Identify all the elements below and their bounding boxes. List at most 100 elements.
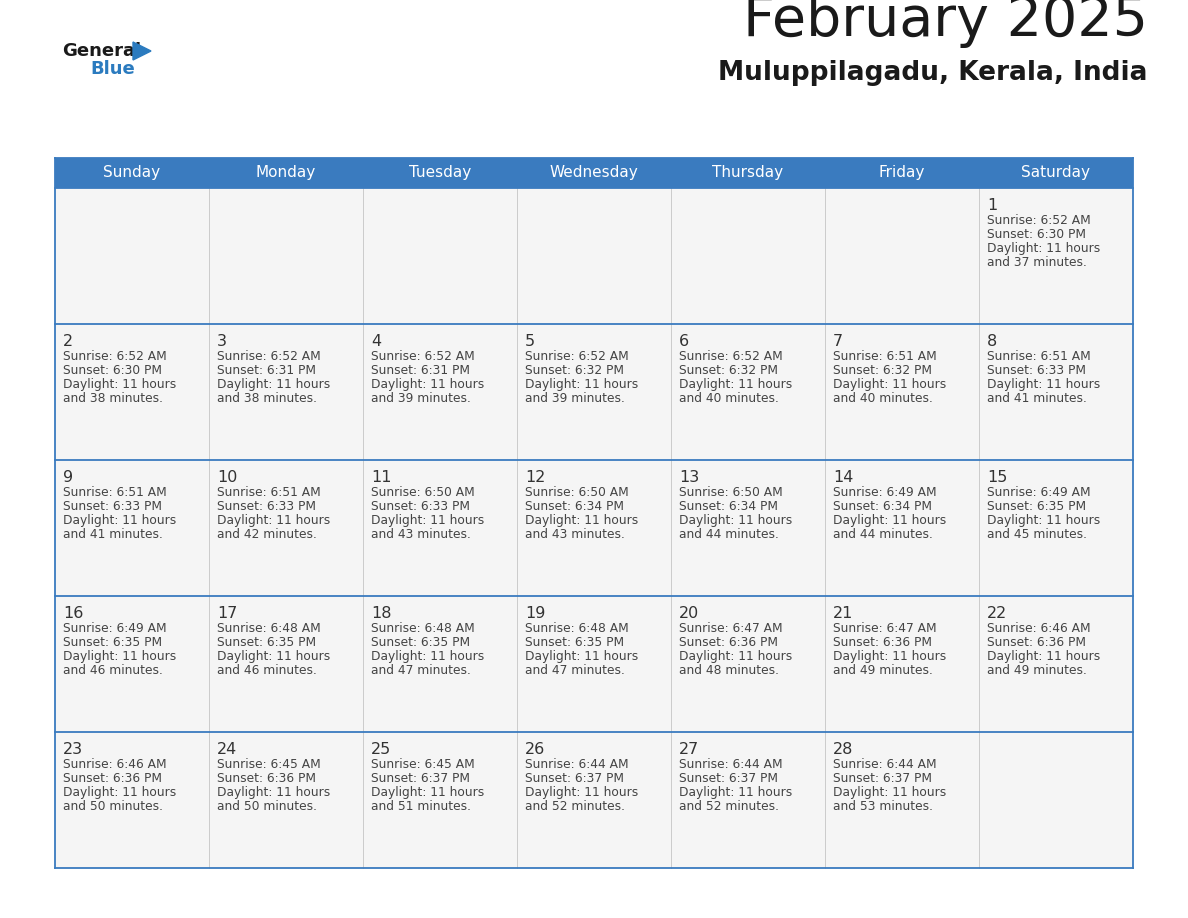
- Text: and 38 minutes.: and 38 minutes.: [63, 392, 163, 405]
- Text: and 52 minutes.: and 52 minutes.: [680, 800, 779, 813]
- Text: Daylight: 11 hours: Daylight: 11 hours: [987, 242, 1100, 255]
- Text: 23: 23: [63, 742, 83, 757]
- Text: 22: 22: [987, 606, 1007, 621]
- Text: 20: 20: [680, 606, 700, 621]
- Text: Daylight: 11 hours: Daylight: 11 hours: [680, 650, 792, 663]
- Text: Sunset: 6:36 PM: Sunset: 6:36 PM: [217, 772, 316, 785]
- Text: Sunrise: 6:50 AM: Sunrise: 6:50 AM: [680, 486, 783, 499]
- Text: Sunrise: 6:52 AM: Sunrise: 6:52 AM: [217, 350, 321, 363]
- Text: and 47 minutes.: and 47 minutes.: [525, 664, 625, 677]
- Text: 9: 9: [63, 470, 74, 485]
- Text: Sunset: 6:33 PM: Sunset: 6:33 PM: [987, 364, 1086, 377]
- Text: and 53 minutes.: and 53 minutes.: [833, 800, 933, 813]
- Text: 11: 11: [371, 470, 392, 485]
- Text: 4: 4: [371, 334, 381, 349]
- Text: Sunrise: 6:51 AM: Sunrise: 6:51 AM: [833, 350, 937, 363]
- Text: Sunset: 6:34 PM: Sunset: 6:34 PM: [525, 500, 624, 513]
- Text: Blue: Blue: [90, 60, 134, 78]
- Polygon shape: [133, 42, 151, 60]
- Text: Sunset: 6:33 PM: Sunset: 6:33 PM: [371, 500, 470, 513]
- Text: Daylight: 11 hours: Daylight: 11 hours: [371, 514, 485, 527]
- Text: Sunset: 6:35 PM: Sunset: 6:35 PM: [217, 636, 316, 649]
- Text: Monday: Monday: [255, 165, 316, 181]
- Text: Sunrise: 6:51 AM: Sunrise: 6:51 AM: [63, 486, 166, 499]
- Bar: [55, 460, 1133, 596]
- Text: and 49 minutes.: and 49 minutes.: [833, 664, 933, 677]
- Text: Sunrise: 6:47 AM: Sunrise: 6:47 AM: [680, 622, 783, 635]
- Text: General: General: [62, 42, 141, 60]
- Text: and 41 minutes.: and 41 minutes.: [987, 392, 1087, 405]
- Text: Sunset: 6:33 PM: Sunset: 6:33 PM: [63, 500, 162, 513]
- Bar: [55, 732, 1133, 868]
- Text: Daylight: 11 hours: Daylight: 11 hours: [371, 786, 485, 799]
- Text: Sunrise: 6:52 AM: Sunrise: 6:52 AM: [680, 350, 783, 363]
- Text: Sunset: 6:37 PM: Sunset: 6:37 PM: [525, 772, 624, 785]
- Text: Daylight: 11 hours: Daylight: 11 hours: [987, 650, 1100, 663]
- Text: and 51 minutes.: and 51 minutes.: [371, 800, 470, 813]
- Text: Sunset: 6:31 PM: Sunset: 6:31 PM: [217, 364, 316, 377]
- Text: 19: 19: [525, 606, 545, 621]
- Text: 15: 15: [987, 470, 1007, 485]
- Text: Daylight: 11 hours: Daylight: 11 hours: [217, 514, 330, 527]
- Text: and 50 minutes.: and 50 minutes.: [63, 800, 163, 813]
- Text: Sunrise: 6:49 AM: Sunrise: 6:49 AM: [833, 486, 936, 499]
- Text: and 46 minutes.: and 46 minutes.: [63, 664, 163, 677]
- Text: 17: 17: [217, 606, 238, 621]
- Text: 28: 28: [833, 742, 853, 757]
- Text: Sunset: 6:36 PM: Sunset: 6:36 PM: [833, 636, 933, 649]
- Text: Daylight: 11 hours: Daylight: 11 hours: [987, 378, 1100, 391]
- Text: 12: 12: [525, 470, 545, 485]
- Text: Daylight: 11 hours: Daylight: 11 hours: [833, 514, 947, 527]
- Text: Sunrise: 6:51 AM: Sunrise: 6:51 AM: [987, 350, 1091, 363]
- Text: Wednesday: Wednesday: [550, 165, 638, 181]
- Text: Daylight: 11 hours: Daylight: 11 hours: [525, 650, 638, 663]
- Text: Sunrise: 6:48 AM: Sunrise: 6:48 AM: [217, 622, 321, 635]
- Text: Sunrise: 6:48 AM: Sunrise: 6:48 AM: [525, 622, 628, 635]
- Text: and 38 minutes.: and 38 minutes.: [217, 392, 317, 405]
- Text: Sunset: 6:31 PM: Sunset: 6:31 PM: [371, 364, 470, 377]
- Text: Daylight: 11 hours: Daylight: 11 hours: [217, 786, 330, 799]
- Text: and 39 minutes.: and 39 minutes.: [525, 392, 625, 405]
- Text: Sunrise: 6:49 AM: Sunrise: 6:49 AM: [63, 622, 166, 635]
- Text: and 43 minutes.: and 43 minutes.: [525, 528, 625, 541]
- Text: Sunset: 6:35 PM: Sunset: 6:35 PM: [371, 636, 470, 649]
- Text: and 48 minutes.: and 48 minutes.: [680, 664, 779, 677]
- Text: Sunrise: 6:52 AM: Sunrise: 6:52 AM: [987, 214, 1091, 227]
- Text: Sunset: 6:35 PM: Sunset: 6:35 PM: [987, 500, 1086, 513]
- Text: Daylight: 11 hours: Daylight: 11 hours: [833, 650, 947, 663]
- Text: Daylight: 11 hours: Daylight: 11 hours: [525, 378, 638, 391]
- Text: February 2025: February 2025: [742, 0, 1148, 48]
- Text: Sunrise: 6:52 AM: Sunrise: 6:52 AM: [371, 350, 475, 363]
- Text: Sunrise: 6:44 AM: Sunrise: 6:44 AM: [833, 758, 936, 771]
- Text: and 39 minutes.: and 39 minutes.: [371, 392, 470, 405]
- Text: Friday: Friday: [879, 165, 925, 181]
- Text: 8: 8: [987, 334, 997, 349]
- Text: Daylight: 11 hours: Daylight: 11 hours: [680, 786, 792, 799]
- Text: 13: 13: [680, 470, 700, 485]
- Text: Thursday: Thursday: [713, 165, 784, 181]
- Text: and 46 minutes.: and 46 minutes.: [217, 664, 317, 677]
- Text: and 41 minutes.: and 41 minutes.: [63, 528, 163, 541]
- Text: Daylight: 11 hours: Daylight: 11 hours: [371, 378, 485, 391]
- Text: Sunset: 6:34 PM: Sunset: 6:34 PM: [680, 500, 778, 513]
- Text: 7: 7: [833, 334, 843, 349]
- Text: and 40 minutes.: and 40 minutes.: [680, 392, 779, 405]
- Text: and 44 minutes.: and 44 minutes.: [680, 528, 779, 541]
- Text: Sunset: 6:37 PM: Sunset: 6:37 PM: [680, 772, 778, 785]
- Text: 1: 1: [987, 198, 997, 213]
- Text: Daylight: 11 hours: Daylight: 11 hours: [63, 514, 176, 527]
- Text: 16: 16: [63, 606, 83, 621]
- Text: Sunset: 6:35 PM: Sunset: 6:35 PM: [63, 636, 162, 649]
- Text: Daylight: 11 hours: Daylight: 11 hours: [63, 786, 176, 799]
- Text: Daylight: 11 hours: Daylight: 11 hours: [63, 650, 176, 663]
- Text: 10: 10: [217, 470, 238, 485]
- Text: Sunrise: 6:46 AM: Sunrise: 6:46 AM: [987, 622, 1091, 635]
- Text: 18: 18: [371, 606, 392, 621]
- Text: 21: 21: [833, 606, 853, 621]
- Text: Tuesday: Tuesday: [409, 165, 472, 181]
- Text: 26: 26: [525, 742, 545, 757]
- Text: 24: 24: [217, 742, 238, 757]
- Text: and 47 minutes.: and 47 minutes.: [371, 664, 470, 677]
- Text: Sunset: 6:36 PM: Sunset: 6:36 PM: [680, 636, 778, 649]
- Text: Sunset: 6:36 PM: Sunset: 6:36 PM: [987, 636, 1086, 649]
